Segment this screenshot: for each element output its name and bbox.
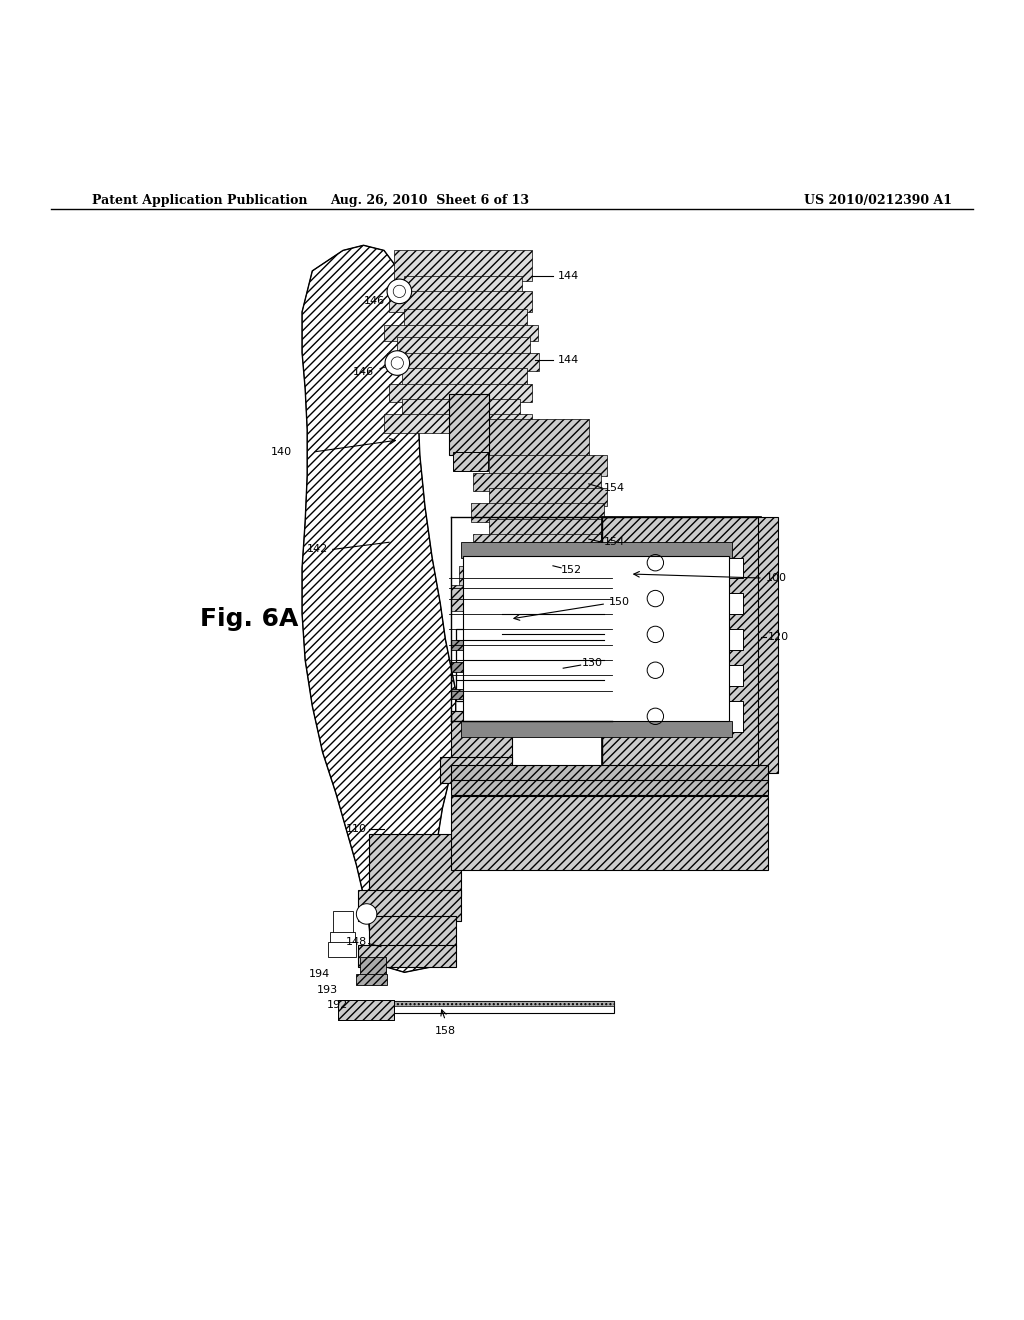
Bar [394, 251, 532, 281]
Bar [453, 453, 488, 470]
Bar [328, 941, 356, 957]
Bar [489, 519, 604, 537]
Text: 194: 194 [308, 969, 330, 979]
Text: 154: 154 [604, 483, 626, 492]
Bar [369, 834, 461, 895]
Text: Patent Application Publication: Patent Application Publication [92, 194, 307, 207]
Bar [459, 566, 612, 589]
Text: 150: 150 [609, 597, 631, 607]
Bar [471, 503, 604, 521]
Text: 142: 142 [306, 544, 328, 554]
Bar [384, 325, 538, 341]
Bar [476, 420, 589, 461]
Text: 100: 100 [766, 573, 787, 583]
Circle shape [356, 904, 377, 924]
Bar [489, 455, 607, 475]
Bar [510, 583, 607, 619]
Bar [402, 368, 527, 387]
Bar [397, 338, 530, 356]
Bar [451, 639, 602, 649]
Bar [389, 1001, 614, 1014]
Bar [451, 585, 614, 611]
Bar [338, 1001, 394, 1020]
Bar [404, 276, 522, 297]
Text: Aug. 26, 2010  Sheet 6 of 13: Aug. 26, 2010 Sheet 6 of 13 [331, 194, 529, 207]
Bar [387, 352, 539, 371]
Bar [389, 292, 532, 312]
Polygon shape [302, 246, 456, 973]
Bar [610, 701, 743, 731]
Bar [463, 556, 729, 722]
Circle shape [385, 351, 410, 375]
Text: 120: 120 [768, 632, 790, 643]
Bar [451, 711, 512, 763]
Bar [358, 945, 456, 968]
Text: 152: 152 [561, 565, 583, 576]
Bar [389, 1001, 614, 1006]
Bar [489, 488, 607, 507]
Bar [330, 932, 355, 945]
Text: 146: 146 [353, 364, 399, 378]
Text: 192: 192 [327, 1001, 348, 1010]
Text: 144: 144 [558, 355, 580, 364]
Bar [360, 957, 386, 977]
Bar [356, 974, 387, 985]
Bar [384, 414, 532, 433]
Text: Fig. 6A: Fig. 6A [200, 607, 298, 631]
Bar [461, 543, 732, 557]
Bar [451, 766, 768, 781]
Text: 130: 130 [582, 659, 603, 668]
Bar [610, 630, 743, 649]
Bar [358, 891, 461, 921]
Bar [610, 665, 743, 685]
Bar [451, 780, 768, 795]
Bar [389, 384, 532, 403]
Bar [451, 796, 768, 870]
Text: 140: 140 [270, 447, 292, 457]
Bar [440, 758, 512, 783]
Bar [602, 516, 761, 772]
Bar [466, 549, 609, 570]
Bar [333, 911, 353, 936]
Text: US 2010/0212390 A1: US 2010/0212390 A1 [804, 194, 952, 207]
Bar [338, 1001, 394, 1020]
Bar [456, 630, 604, 701]
Text: 148: 148 [345, 937, 367, 946]
Bar [456, 777, 512, 808]
Bar [404, 309, 527, 327]
Text: 144: 144 [558, 271, 580, 281]
Bar [461, 722, 732, 737]
Text: 193: 193 [316, 985, 338, 995]
Text: 110: 110 [345, 824, 367, 834]
Bar [473, 473, 601, 491]
Bar [610, 557, 743, 578]
Bar [456, 660, 604, 681]
Bar [451, 663, 602, 672]
Bar [758, 516, 778, 772]
Bar [610, 594, 743, 614]
Bar [402, 399, 520, 417]
Bar [369, 916, 456, 946]
Bar [602, 516, 761, 772]
Bar [473, 535, 601, 553]
Bar [502, 614, 604, 635]
Text: 154: 154 [604, 537, 626, 548]
Circle shape [387, 279, 412, 304]
Bar [510, 583, 607, 619]
Bar [449, 393, 489, 455]
Text: 158: 158 [435, 1026, 456, 1036]
Text: 146: 146 [364, 290, 407, 306]
Bar [451, 689, 602, 698]
